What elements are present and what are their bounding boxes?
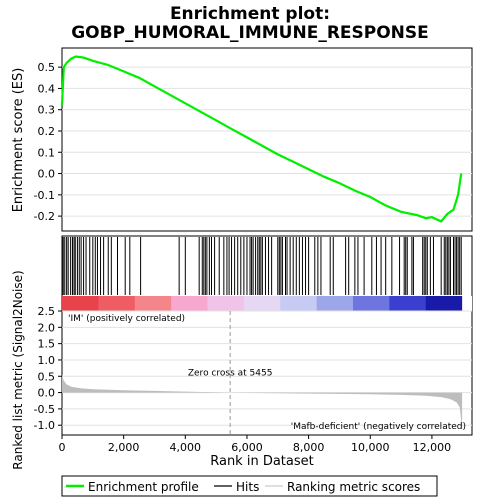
x-tick-label: 10,000 xyxy=(351,441,390,454)
metric-y-tick-label: -0.5 xyxy=(34,403,55,416)
legend-label: Hits xyxy=(236,480,259,494)
metric-panel-frame xyxy=(61,310,473,436)
rank-band-segment xyxy=(171,296,209,311)
rank-band-segment xyxy=(389,296,427,311)
es-y-tick-label: 0.5 xyxy=(38,61,56,74)
legend-box xyxy=(61,475,438,497)
rank-band-segment xyxy=(425,296,463,311)
rank-band-segment xyxy=(62,296,99,311)
metric-y-tick-label: -1.0 xyxy=(34,419,55,432)
x-axis-label: Rank in Dataset xyxy=(210,454,314,469)
metric-y-tick-label: 1.5 xyxy=(38,338,56,351)
es-panel-y-ticks: -0.2 -0.1 0.0 0.1 0.2 0.3 0.4 0.5 xyxy=(34,61,62,223)
es-y-tick-label: 0.3 xyxy=(38,104,56,117)
rank-band-segment xyxy=(280,296,318,311)
es-y-tick-label: -0.2 xyxy=(34,210,55,223)
es-y-tick-label: 0.1 xyxy=(38,146,56,159)
negative-correlation-label: 'Mafb-deficient' (negatively correlated) xyxy=(291,422,466,432)
x-tick-label: 12,000 xyxy=(413,441,452,454)
metric-panel-x-ticks: 0 2,000 4,000 6,000 8,000 10,000 12,000 xyxy=(59,435,452,454)
es-y-tick-label: 0.0 xyxy=(38,168,56,181)
es-y-tick-label: 0.2 xyxy=(38,125,56,138)
es-y-tick-label: 0.4 xyxy=(38,82,56,95)
rank-color-band xyxy=(62,296,472,311)
rank-band-segment xyxy=(243,296,281,311)
x-tick-label: 6,000 xyxy=(231,441,263,454)
rank-band-segment xyxy=(134,296,172,311)
positive-correlation-label: 'IM' (positively correlated) xyxy=(68,314,185,324)
chart-title-line-1: Enrichment plot: xyxy=(170,4,330,24)
es-panel-y-axis-label: Enrichment score (ES) xyxy=(11,68,26,213)
legend-label: Enrichment profile xyxy=(88,480,199,494)
legend-items: Enrichment profile Hits Ranking metric sco… xyxy=(66,480,420,494)
legend-label: Ranking metric scores xyxy=(287,480,420,494)
hits-marks xyxy=(61,237,462,295)
metric-y-tick-label: 1.0 xyxy=(38,354,56,367)
metric-panel-y-ticks: -1.0 -0.5 0.0 0.5 1.0 1.5 2.0 2.5 xyxy=(34,305,62,432)
x-tick-label: 2,000 xyxy=(108,441,140,454)
chart-title-line-2: GOBP_HUMORAL_IMMUNE_RESPONSE xyxy=(71,23,429,43)
enrichment-profile-line xyxy=(60,55,463,223)
metric-y-tick-label: 2.0 xyxy=(38,321,56,334)
rank-band-tail xyxy=(462,296,472,311)
rank-band-segment xyxy=(316,296,354,311)
metric-y-tick-label: 2.5 xyxy=(38,305,56,318)
x-tick-label: 4,000 xyxy=(170,441,202,454)
rank-band-segment xyxy=(353,296,390,311)
metric-y-tick-label: 0.0 xyxy=(38,387,56,400)
metric-y-tick-label: 0.5 xyxy=(38,370,56,383)
es-panel-frame xyxy=(61,47,473,232)
es-panel-grid xyxy=(62,66,472,217)
metric-panel-grid xyxy=(62,310,472,426)
rank-band-segment xyxy=(98,296,136,311)
metric-panel-y-axis-label: Ranked list metric (Signal2Noise) xyxy=(11,270,25,469)
es-y-tick-label: -0.1 xyxy=(34,189,55,202)
rank-band-segment xyxy=(207,296,245,311)
x-tick-label: 0 xyxy=(59,441,66,454)
x-tick-label: 8,000 xyxy=(293,441,325,454)
zero-cross-label: Zero cross at 5455 xyxy=(188,369,273,379)
